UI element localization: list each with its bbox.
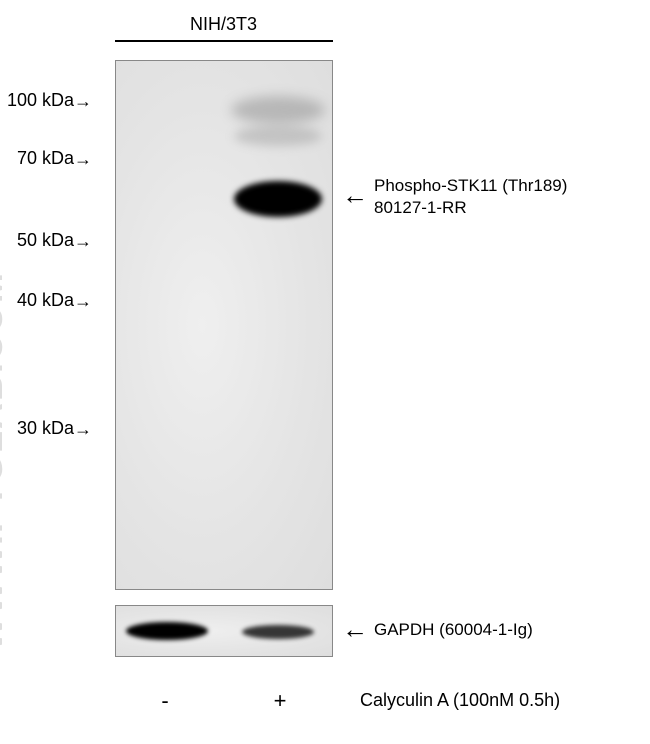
blot-band (242, 625, 314, 639)
mw-marker: 50 kDa→ (2, 230, 92, 251)
arrow-right-icon: → (74, 420, 92, 438)
mw-text: 30 kDa (17, 418, 74, 438)
arrow-right-icon: → (74, 150, 92, 168)
phospho-label-line2: 80127-1-RR (374, 198, 467, 218)
arrow-right-icon: → (74, 292, 92, 310)
mw-text: 70 kDa (17, 148, 74, 168)
mw-text: 40 kDa (17, 290, 74, 310)
mw-text: 50 kDa (17, 230, 74, 250)
treatment-label: Calyculin A (100nM 0.5h) (360, 690, 560, 711)
arrow-right-icon: → (74, 92, 92, 110)
mw-marker: 100 kDa→ (2, 90, 92, 111)
arrow-left-icon: ← (342, 180, 368, 211)
main-blot (115, 60, 333, 590)
blot-band (234, 126, 322, 146)
gapdh-label: GAPDH (60004-1-Ig) (374, 620, 533, 640)
mw-marker: 30 kDa→ (2, 418, 92, 439)
mw-marker: 70 kDa→ (2, 148, 92, 169)
watermark-text: WWW.PTGLAB.COM (0, 11, 11, 391)
blot-band (234, 181, 322, 217)
phospho-label-line1: Phospho-STK11 (Thr189) (374, 176, 567, 196)
arrow-left-icon: ← (342, 614, 368, 645)
mw-text: 100 kDa (7, 90, 74, 110)
header-underline (115, 40, 333, 42)
gapdh-blot (115, 605, 333, 657)
treatment-minus: - (150, 688, 180, 714)
treatment-plus: + (265, 688, 295, 714)
cell-line-label: NIH/3T3 (190, 14, 257, 35)
blot-band (126, 622, 208, 640)
blot-band (231, 96, 325, 124)
mw-marker: 40 kDa→ (2, 290, 92, 311)
arrow-right-icon: → (74, 232, 92, 250)
